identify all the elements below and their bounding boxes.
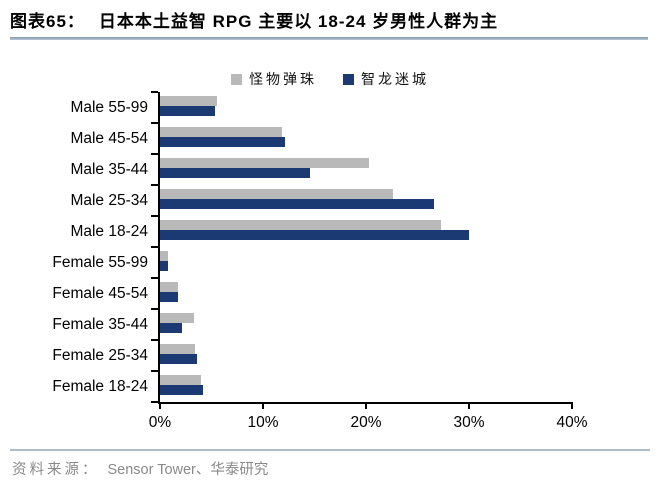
bar-monster-strike xyxy=(160,158,370,168)
y-axis-tick xyxy=(151,370,158,372)
bar-puzzle-dragons xyxy=(160,354,198,364)
bar-monster-strike xyxy=(160,282,178,292)
bar-puzzle-dragons xyxy=(160,230,469,240)
category-label: Female 18-24 xyxy=(52,378,148,395)
x-axis-tick-label: 0% xyxy=(148,414,172,431)
y-axis-tick xyxy=(151,91,158,93)
category-label: Male 18-24 xyxy=(70,223,148,240)
y-axis-tick xyxy=(151,308,158,310)
bar-monster-strike xyxy=(160,375,202,385)
x-axis-tick xyxy=(159,402,161,409)
bar-group xyxy=(160,340,572,371)
x-axis-tick-label: 20% xyxy=(350,414,382,431)
plot-area: 0% 10% 20% 30% 40% xyxy=(149,91,588,431)
bar-puzzle-dragons xyxy=(160,261,169,271)
x-axis-tick xyxy=(468,402,470,409)
chart-legend: 怪物弹珠 智龙迷城 xyxy=(0,69,660,89)
y-axis-tick xyxy=(151,215,158,217)
y-axis-tick xyxy=(151,153,158,155)
x-axis-tick-label: 10% xyxy=(247,414,279,431)
bar-puzzle-dragons xyxy=(160,385,204,395)
category-label: Male 35-44 xyxy=(70,161,148,178)
bar-puzzle-dragons xyxy=(160,137,285,147)
bar-chart: Male 55-99 Male 45-54 Male 35-44 Male 25-34… xyxy=(10,91,588,431)
figure-title-text: 日本本土益智 RPG 主要以 18-24 岁男性人群为主 xyxy=(98,12,499,31)
category-label: Female 45-54 xyxy=(52,285,148,302)
bar-puzzle-dragons xyxy=(160,106,215,116)
bar-group xyxy=(160,185,572,216)
bar-group xyxy=(160,309,572,340)
source-label: 资料来源： xyxy=(12,462,100,478)
y-axis-labels: Male 55-99 Male 45-54 Male 35-44 Male 25-34… xyxy=(10,92,158,404)
category-label: Male 25-34 xyxy=(70,192,148,209)
bar-monster-strike xyxy=(160,220,442,230)
y-axis-tick xyxy=(151,339,158,341)
category-label: Female 35-44 xyxy=(52,316,148,333)
legend-swatch-icon xyxy=(343,73,354,85)
bar-puzzle-dragons xyxy=(160,292,178,302)
bar-group xyxy=(160,216,572,247)
legend-swatch-icon xyxy=(231,73,242,85)
title-underline xyxy=(10,37,648,40)
x-axis-tick-label: 40% xyxy=(556,414,588,431)
y-axis-tick xyxy=(151,277,158,279)
bar-monster-strike xyxy=(160,313,194,323)
legend-label: 怪物弹珠 xyxy=(249,71,317,87)
bar-puzzle-dragons xyxy=(160,323,182,333)
legend-label: 智龙迷城 xyxy=(361,71,429,87)
figure-title: 图表65： 日本本土益智 RPG 主要以 18-24 岁男性人群为主 xyxy=(10,7,498,32)
y-axis-tick xyxy=(151,246,158,248)
source-note: 资料来源： Sensor Tower、华泰研究 xyxy=(12,458,268,479)
category-label: Female 25-34 xyxy=(52,347,148,364)
x-axis-tick xyxy=(365,402,367,409)
bar-monster-strike xyxy=(160,251,169,261)
bar-monster-strike xyxy=(160,127,282,137)
bar-monster-strike xyxy=(160,344,196,354)
category-label: Male 45-54 xyxy=(70,130,148,147)
bar-puzzle-dragons xyxy=(160,199,434,209)
bar-group xyxy=(160,278,572,309)
legend-item-puzzle-dragons: 智龙迷城 xyxy=(343,69,429,89)
figure-number-label: 图表65： xyxy=(10,12,85,31)
bar-group xyxy=(160,247,572,278)
bar-monster-strike xyxy=(160,96,217,106)
source-text: Sensor Tower、华泰研究 xyxy=(107,462,269,478)
bar-group xyxy=(160,371,572,402)
bar-group xyxy=(160,154,572,185)
category-label: Male 55-99 xyxy=(70,99,148,116)
y-axis-tick xyxy=(151,184,158,186)
legend-item-monster-strike: 怪物弹珠 xyxy=(231,69,317,89)
footer-divider xyxy=(10,449,650,451)
y-axis-tick xyxy=(151,401,158,403)
bar-monster-strike xyxy=(160,189,393,199)
bar-puzzle-dragons xyxy=(160,168,311,178)
x-axis-tick xyxy=(262,402,264,409)
y-axis-tick xyxy=(151,122,158,124)
category-label: Female 55-99 xyxy=(52,254,148,271)
bar-group xyxy=(160,123,572,154)
x-axis-tick-label: 30% xyxy=(453,414,485,431)
bar-group xyxy=(160,92,572,123)
x-axis-tick xyxy=(571,402,573,409)
